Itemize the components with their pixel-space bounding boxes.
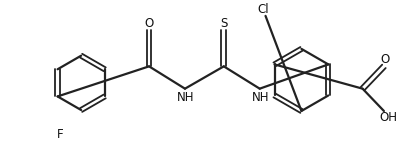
Text: Cl: Cl: [258, 3, 269, 16]
Text: NH: NH: [177, 91, 195, 104]
Text: S: S: [220, 17, 227, 30]
Text: O: O: [145, 17, 154, 30]
Text: F: F: [57, 128, 63, 141]
Text: O: O: [380, 53, 389, 66]
Text: OH: OH: [380, 111, 398, 124]
Text: NH: NH: [252, 91, 269, 104]
